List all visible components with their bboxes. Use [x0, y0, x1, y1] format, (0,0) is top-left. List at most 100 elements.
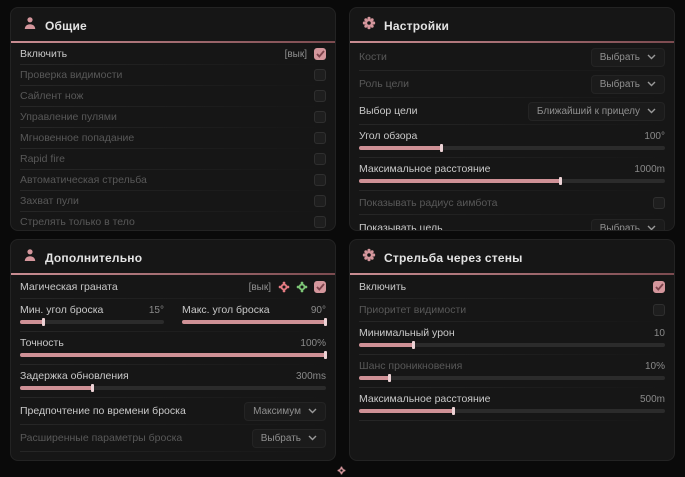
toggle-row-bullet-control: Управление пулями	[20, 107, 326, 128]
chevron-down-icon	[308, 408, 317, 414]
chevron-down-icon	[647, 108, 656, 114]
slider-handle[interactable]	[412, 341, 416, 349]
instant-hit-checkbox[interactable]	[314, 132, 326, 144]
slider-pair-throw-angles: Мин. угол броска 15° Макс. угол броска 9…	[20, 299, 327, 332]
slider-handle[interactable]	[451, 407, 455, 415]
penetration-chance-slider[interactable]	[359, 374, 665, 382]
slider-value: 90°	[310, 304, 326, 316]
slider-row-fov: Угол обзора 100°	[359, 125, 665, 158]
chevron-down-icon	[647, 225, 656, 230]
min-damage-slider[interactable]	[359, 341, 665, 349]
toggle-label: Приоритет видимости	[359, 304, 467, 316]
rapid-fire-checkbox[interactable]	[314, 153, 326, 165]
panel-wallshoot: Стрельба через стены Включить Приоритет …	[349, 239, 675, 461]
slider-handle[interactable]	[42, 318, 46, 326]
slider-handle[interactable]	[387, 374, 391, 382]
max-throw-angle-slider[interactable]	[182, 318, 327, 326]
advanced-throw-dropdown[interactable]: Выбрать	[251, 428, 326, 448]
bullet-capture-checkbox[interactable]	[314, 195, 326, 207]
panel-general-header: Общие	[11, 8, 335, 41]
slider-handle[interactable]	[324, 318, 327, 326]
red-flower-icon[interactable]	[278, 281, 290, 293]
dropdown-row-show-target: Показывать цель Выбрать	[359, 215, 665, 231]
slider-row-walls-max-distance: Максимальное расстояние 500m	[359, 388, 665, 421]
silent-knife-checkbox[interactable]	[314, 90, 326, 102]
dropdown-label: Роль цели	[359, 78, 410, 90]
dropdown-label: Показывать цель	[359, 222, 443, 231]
slider-value: 1000m	[634, 163, 665, 175]
panel-additional-header: Дополнительно	[11, 240, 335, 273]
slider-row-penetration-chance: Шанс проникновения 10%	[359, 355, 665, 388]
toggle-label: Rapid fire	[20, 153, 65, 165]
toggle-row-auto-fire: Автоматическая стрельба	[20, 170, 326, 191]
panel-wallshoot-header: Стрельба через стены	[350, 240, 674, 273]
auto-fire-checkbox[interactable]	[314, 174, 326, 186]
slider-handle[interactable]	[558, 177, 562, 185]
toggle-row-visibility-check: Проверка видимости	[20, 65, 326, 86]
chevron-down-icon	[647, 81, 656, 87]
header-divider	[350, 273, 674, 275]
toggle-label: Сайлент нож	[20, 90, 84, 102]
bones-dropdown[interactable]: Выбрать	[590, 47, 665, 67]
watermark-flower-icon	[337, 462, 346, 477]
toggle-row-visibility-priority: Приоритет видимости	[359, 299, 665, 322]
slider-value: 100%	[300, 337, 326, 349]
target-select-dropdown[interactable]: Ближайший к прицелу	[527, 101, 665, 121]
toggle-row-walls-enable: Включить	[359, 276, 665, 299]
slider-row-max-distance: Максимальное расстояние 1000m	[359, 158, 665, 191]
walls-max-distance-slider[interactable]	[359, 407, 665, 415]
update-delay-slider[interactable]	[20, 384, 326, 392]
gear-icon	[362, 248, 376, 267]
dropdown-value: Выбрать	[599, 222, 640, 231]
slider-value: 500m	[639, 393, 665, 405]
dropdown-value: Максимум	[253, 405, 301, 417]
target-role-dropdown[interactable]: Выбрать	[590, 74, 665, 94]
slider-label: Задержка обновления	[20, 370, 129, 382]
toggle-label: Стрелять только в тело	[20, 216, 135, 228]
dropdown-label: Расширенные параметры броска	[20, 432, 183, 444]
body-only-checkbox[interactable]	[314, 216, 326, 228]
panel-additional: Дополнительно Магическая граната [вык]	[10, 239, 336, 461]
dropdown-row-target-role: Роль цели Выбрать	[359, 71, 665, 98]
dropdown-value: Ближайший к прицелу	[536, 105, 640, 117]
green-flower-icon[interactable]	[296, 281, 308, 293]
accuracy-slider[interactable]	[20, 351, 327, 359]
panel-settings: Настройки Кости Выбрать Роль цели Выбрат…	[349, 7, 675, 231]
max-distance-slider[interactable]	[359, 177, 665, 185]
min-throw-angle-slider[interactable]	[20, 318, 164, 326]
throw-time-dropdown[interactable]: Максимум	[244, 401, 326, 421]
slider-label: Макс. угол броска	[182, 304, 270, 316]
panel-title: Дополнительно	[45, 250, 143, 265]
toggle-label: Автоматическая стрельба	[20, 174, 147, 186]
panel-title: Настройки	[384, 18, 450, 33]
slider-row-min-damage: Минимальный урон 10	[359, 322, 665, 355]
toggle-label: Включить	[359, 281, 407, 293]
slider-handle[interactable]	[439, 144, 443, 152]
panel-title: Стрельба через стены	[384, 250, 523, 265]
aimbot-radius-checkbox[interactable]	[653, 196, 665, 209]
show-target-dropdown[interactable]: Выбрать	[590, 218, 665, 231]
dropdown-row-advanced-throw: Расширенные параметры броска Выбрать	[20, 425, 326, 452]
dropdown-value: Выбрать	[599, 51, 640, 63]
slider-handle[interactable]	[324, 351, 327, 359]
slider-row-min-throw-angle: Мин. угол броска 15°	[20, 304, 164, 326]
dropdown-value: Выбрать	[599, 78, 640, 90]
toggle-label: Проверка видимости	[20, 69, 123, 81]
slider-label: Шанс проникновения	[359, 360, 463, 372]
walls-enable-checkbox[interactable]	[653, 281, 665, 293]
slider-handle[interactable]	[91, 384, 95, 392]
slider-label: Угол обзора	[359, 130, 418, 142]
fov-slider[interactable]	[359, 144, 665, 152]
visibility-priority-checkbox[interactable]	[653, 304, 665, 316]
keybind-hint[interactable]: [вык]	[284, 48, 307, 60]
dropdown-row-bones: Кости Выбрать	[359, 44, 665, 71]
keybind-hint[interactable]: [вык]	[248, 281, 271, 293]
visibility-check-checkbox[interactable]	[314, 69, 326, 81]
enable-checkbox[interactable]	[314, 48, 326, 60]
magic-grenade-checkbox[interactable]	[314, 281, 326, 293]
toggle-row-silent-knife: Сайлент нож	[20, 86, 326, 107]
chevron-down-icon	[308, 435, 317, 441]
slider-row-update-delay: Задержка обновления 300ms	[20, 365, 326, 398]
slider-label: Максимальное расстояние	[359, 163, 491, 175]
bullet-control-checkbox[interactable]	[314, 111, 326, 123]
